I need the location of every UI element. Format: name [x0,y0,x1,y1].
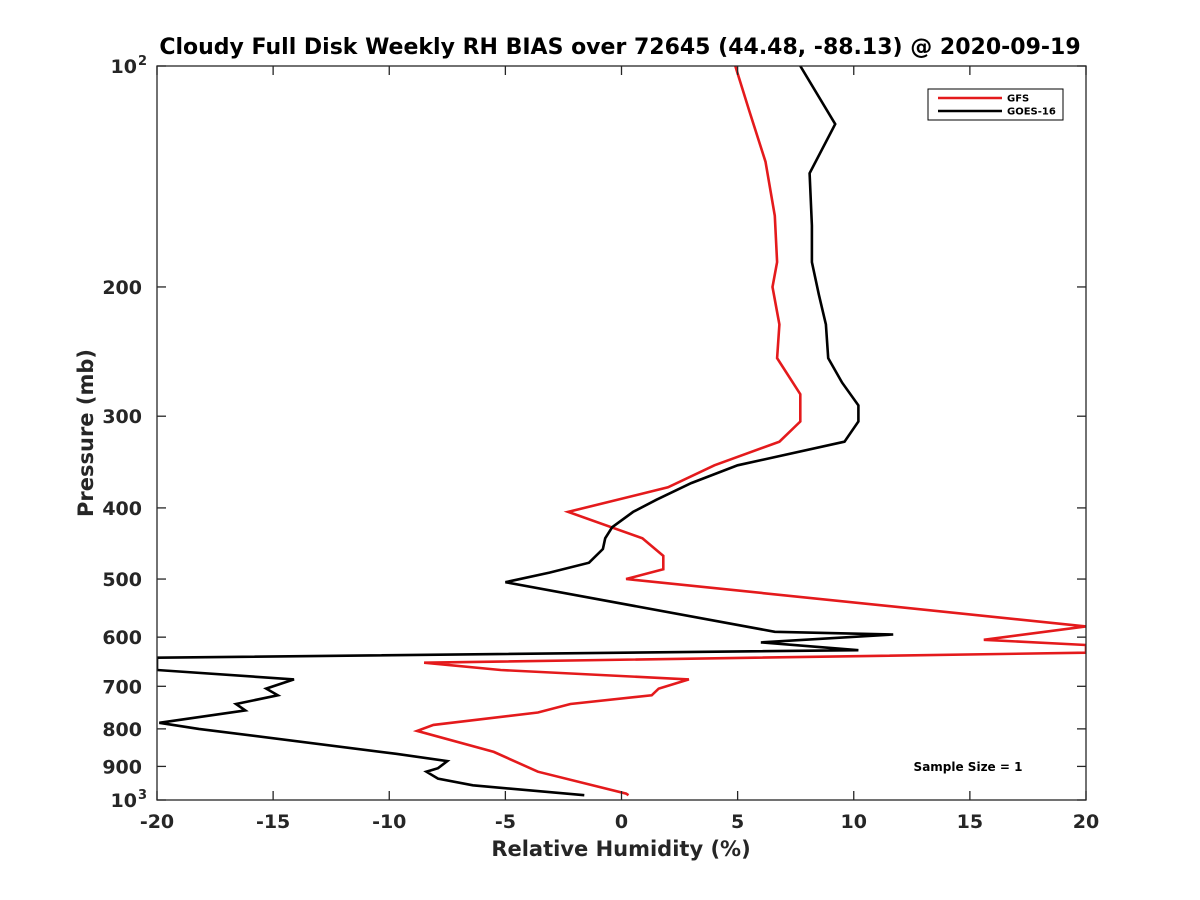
y-tick-label: 200 [102,277,142,299]
series-line-gfs [412,66,1086,797]
series-line-goes-16 [157,66,894,797]
x-tick-label: 20 [1073,811,1099,833]
y-tick-label: 700 [102,676,142,698]
y-tick-label: 800 [102,719,142,741]
legend-box [927,88,1064,121]
y-tick-label: 500 [102,569,142,591]
y-tick-label: 300 [102,406,142,428]
y-tick-label-exponent: 3 [138,788,147,803]
x-tick-label: -20 [140,811,174,833]
y-tick-label: 10 [111,56,137,78]
x-tick-label: 15 [957,811,983,833]
legend-entries: GFS GOES-16 [938,94,1056,118]
legend-label: GOES-16 [1007,107,1056,118]
x-tick-label: -10 [372,811,406,833]
x-tick-label: 10 [841,811,867,833]
x-tick-label: 0 [615,811,628,833]
y-tick-label: 600 [102,627,142,649]
y-tick-label: 400 [102,498,142,520]
y-tick-label: 900 [102,756,142,778]
x-axis-label: Relative Humidity (%) [491,837,750,861]
x-axis: -20 -15 -10 -5 0 5 10 15 20 [140,66,1099,833]
y-tick-label: 10 [111,790,137,812]
x-tick-label: -15 [256,811,290,833]
sample-size-annotation: Sample Size = 1 [914,760,1023,774]
plot-area [157,66,1086,800]
legend-label: GFS [1007,94,1029,105]
series-layer [157,66,1086,797]
legend: GFS GOES-16 [927,88,1064,121]
x-tick-label: 5 [731,811,744,833]
y-tick-label-exponent: 2 [138,54,147,69]
y-axis-label: Pressure (mb) [74,349,98,517]
x-tick-label: -5 [495,811,516,833]
chart-title: Cloudy Full Disk Weekly RH BIAS over 726… [159,35,1080,60]
